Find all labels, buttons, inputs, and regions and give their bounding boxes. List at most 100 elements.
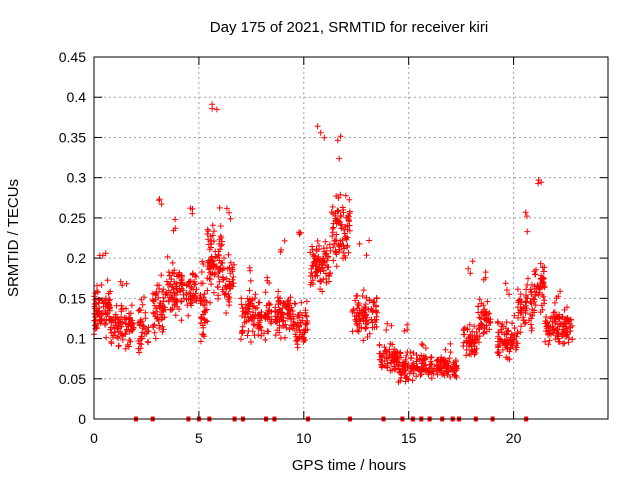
data-point	[362, 325, 369, 332]
data-point	[506, 291, 512, 298]
data-point	[333, 249, 340, 256]
data-point	[155, 318, 162, 324]
data-point	[142, 309, 149, 316]
data-point	[119, 319, 126, 326]
data-point	[200, 261, 207, 267]
data-point	[211, 271, 218, 278]
data-point	[275, 301, 282, 308]
data-point	[223, 275, 230, 282]
data-point	[537, 260, 544, 267]
data-point	[376, 350, 383, 357]
data-point	[467, 331, 474, 338]
data-point	[139, 335, 146, 342]
data-point	[460, 343, 467, 350]
data-point	[374, 309, 381, 316]
data-point	[531, 307, 538, 314]
data-point	[264, 328, 271, 335]
data-point	[211, 228, 217, 235]
data-point	[538, 179, 545, 186]
data-point	[337, 191, 344, 198]
data-point	[93, 288, 100, 295]
data-point	[201, 308, 208, 315]
data-point	[369, 319, 376, 326]
data-point	[422, 345, 429, 352]
data-point	[139, 325, 146, 332]
data-point	[109, 317, 115, 324]
data-point	[322, 238, 329, 245]
data-point	[551, 327, 558, 334]
data-point	[359, 293, 366, 299]
data-point	[401, 360, 408, 367]
data-point	[114, 314, 121, 321]
data-point	[382, 348, 389, 355]
data-point	[171, 278, 178, 285]
data-point	[524, 228, 531, 235]
data-point	[418, 352, 425, 359]
data-point	[407, 349, 414, 355]
data-point	[185, 295, 192, 302]
data-point	[520, 317, 527, 324]
data-point	[303, 298, 310, 305]
data-point	[290, 322, 297, 328]
data-point	[314, 238, 321, 244]
data-point	[283, 304, 290, 311]
data-point	[326, 241, 333, 248]
data-point	[245, 328, 252, 334]
data-point	[469, 258, 476, 265]
data-point	[282, 301, 289, 308]
y-tick-label: 0.3	[67, 170, 87, 186]
data-point	[164, 292, 171, 298]
data-point	[483, 328, 490, 335]
data-point	[247, 267, 254, 274]
data-point	[114, 333, 121, 340]
data-point	[515, 314, 522, 321]
data-point	[241, 309, 248, 316]
data-point	[566, 320, 573, 327]
data-point	[314, 123, 321, 130]
data-point	[376, 356, 383, 363]
data-point	[95, 299, 102, 306]
data-point	[227, 259, 234, 266]
data-point	[117, 328, 124, 335]
data-point	[389, 341, 396, 348]
data-point	[353, 293, 360, 299]
data-point	[410, 370, 417, 377]
data-point	[338, 225, 345, 232]
data-point	[545, 341, 552, 348]
data-point	[115, 335, 122, 341]
data-point	[503, 287, 510, 293]
data-point	[200, 324, 207, 331]
data-point	[178, 317, 185, 324]
data-point	[397, 377, 404, 384]
data-point	[136, 349, 143, 356]
data-point	[144, 338, 151, 345]
data-point	[401, 328, 408, 334]
data-point	[201, 302, 208, 309]
data-point	[307, 281, 314, 288]
data-point	[498, 323, 505, 330]
data-point	[402, 367, 409, 374]
data-point	[418, 371, 425, 378]
data-point	[293, 327, 300, 334]
data-point	[106, 304, 113, 311]
data-point	[366, 237, 373, 244]
data-point	[287, 294, 294, 301]
data-point	[173, 285, 180, 292]
data-point	[151, 310, 158, 317]
data-point	[108, 340, 115, 347]
data-point	[413, 365, 420, 371]
data-point	[211, 263, 217, 270]
data-point	[218, 234, 225, 241]
data-point	[363, 252, 370, 259]
data-point	[316, 242, 322, 249]
data-point	[496, 349, 502, 356]
data-point	[209, 222, 216, 229]
data-point	[476, 314, 483, 321]
data-point	[433, 367, 440, 374]
data-point	[246, 287, 253, 294]
data-point	[204, 275, 211, 282]
data-point	[177, 288, 184, 295]
data-point	[159, 323, 166, 330]
data-point	[184, 281, 191, 288]
data-point	[158, 272, 165, 279]
